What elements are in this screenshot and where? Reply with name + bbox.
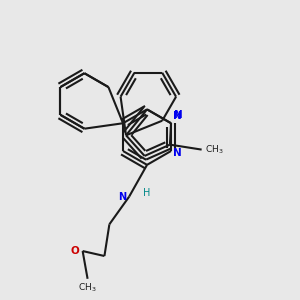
Text: N: N — [118, 192, 126, 202]
Text: CH$_3$: CH$_3$ — [205, 143, 223, 156]
Text: N: N — [173, 111, 182, 121]
Text: N: N — [173, 148, 182, 158]
Text: N: N — [174, 110, 183, 120]
Text: O: O — [71, 246, 80, 256]
Text: CH$_3$: CH$_3$ — [78, 282, 97, 294]
Text: H: H — [143, 188, 150, 198]
